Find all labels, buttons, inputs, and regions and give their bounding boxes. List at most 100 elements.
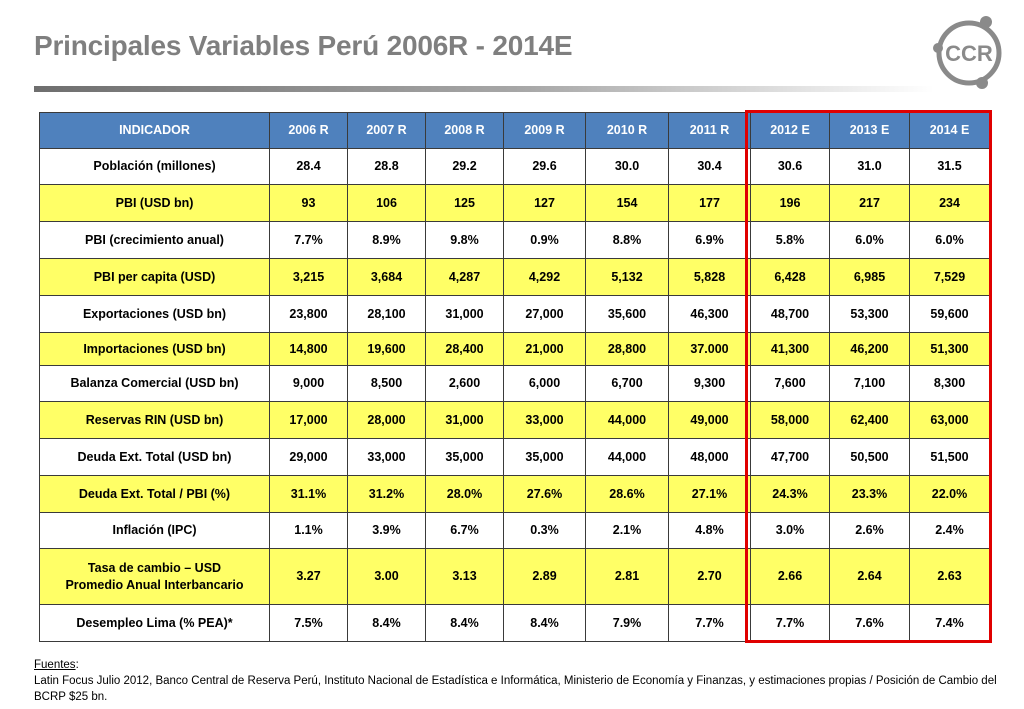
table-row: Deuda Ext. Total (USD bn) 29,000 33,000 35,… (39, 438, 990, 476)
row-label: Deuda Ext. Total / PBI (%) (39, 475, 270, 513)
table-cell: 7.7% (269, 221, 348, 259)
table-cell: 22.0% (909, 475, 990, 513)
table-cell: 35,000 (425, 438, 504, 476)
header-2013: 2013 E (829, 112, 910, 149)
page-title: Principales Variables Perú 2006R - 2014E (34, 30, 573, 61)
table-row: Reservas RIN (USD bn) 17,000 28,000 31,000 3… (39, 401, 990, 439)
table-cell: 27,000 (503, 295, 586, 333)
table-cell: 31.5 (909, 148, 990, 185)
table-cell: 3.00 (347, 548, 426, 605)
table-cell: 47,700 (750, 438, 830, 476)
row-label-text: PBI (crecimiento anual) (85, 232, 224, 247)
table-cell: 4,292 (503, 258, 586, 296)
table-cell: 14,800 (269, 332, 348, 366)
table-cell: 31,000 (425, 401, 504, 439)
table-cell: 51,300 (909, 332, 990, 366)
table-cell: 0.3% (503, 512, 586, 549)
table-cell: 27.1% (668, 475, 751, 513)
table-cell: 50,500 (829, 438, 910, 476)
table-cell: 31.1% (269, 475, 348, 513)
table-cell: 27.6% (503, 475, 586, 513)
table-row: Importaciones (USD bn) 14,800 19,600 28,400… (39, 332, 990, 366)
table-cell: 2,600 (425, 365, 504, 402)
table-row: Inflación (IPC) 1.1% 3.9% 6.7% 0.3% 2.1% 4.8% 3… (39, 512, 990, 549)
table-cell: 6.7% (425, 512, 504, 549)
header-2008: 2008 R (425, 112, 504, 149)
table-cell: 8.4% (503, 604, 586, 642)
table-cell: 33,000 (503, 401, 586, 439)
table-cell: 21,000 (503, 332, 586, 366)
table-cell: 234 (909, 184, 990, 222)
row-label-text: Deuda Ext. Total (USD bn) (77, 449, 232, 464)
row-label-text: Importaciones (USD bn) (83, 341, 226, 356)
row-label-text: Población (millones) (93, 159, 216, 173)
table-cell: 6.0% (829, 221, 910, 259)
table-row: Población (millones) 28.4 28.8 29.2 29.6 30.0… (39, 148, 990, 185)
table-cell: 8.9% (347, 221, 426, 259)
row-label-text: Inflación (IPC) (112, 523, 197, 537)
table-cell: 7.5% (269, 604, 348, 642)
table-cell: 44,000 (585, 438, 669, 476)
table-cell: 4,287 (425, 258, 504, 296)
table-cell: 9,000 (269, 365, 348, 402)
row-label-text: PBI per capita (USD) (93, 269, 216, 284)
table-cell: 7,600 (750, 365, 830, 402)
table-cell: 6.9% (668, 221, 751, 259)
table-cell: 2.64 (829, 548, 910, 605)
table-cell: 17,000 (269, 401, 348, 439)
table-cell: 1.1% (269, 512, 348, 549)
table-cell: 53,300 (829, 295, 910, 333)
table-cell: 7.7% (668, 604, 751, 642)
table-cell: 6,428 (750, 258, 830, 296)
table-row: PBI per capita (USD) 3,215 3,684 4,287 4,292… (39, 258, 990, 296)
table-cell: 41,300 (750, 332, 830, 366)
table-header-row: INDICADOR 2006 R 2007 R 2008 R 2009 R 20… (39, 112, 990, 149)
table-cell: 46,200 (829, 332, 910, 366)
table-cell: 7.7% (750, 604, 830, 642)
table-cell: 2.4% (909, 512, 990, 549)
table-cell: 125 (425, 184, 504, 222)
header-2014: 2014 E (909, 112, 990, 149)
table-cell: 2.89 (503, 548, 586, 605)
row-label: PBI per capita (USD) (39, 258, 270, 296)
title-underline (34, 86, 934, 92)
table-cell: 7,529 (909, 258, 990, 296)
table-cell: 8.4% (347, 604, 426, 642)
table-row: PBI (crecimiento anual) 7.7% 8.9% 9.8% 0.9% 8… (39, 221, 990, 259)
table-cell: 51,500 (909, 438, 990, 476)
table-cell: 48,700 (750, 295, 830, 333)
header-2010: 2010 R (585, 112, 669, 149)
table-cell: 106 (347, 184, 426, 222)
table-cell: 6,000 (503, 365, 586, 402)
header-2007: 2007 R (347, 112, 426, 149)
table-cell: 154 (585, 184, 669, 222)
table-cell: 28,400 (425, 332, 504, 366)
header-2006: 2006 R (269, 112, 348, 149)
table-cell: 62,400 (829, 401, 910, 439)
table-cell: 33,000 (347, 438, 426, 476)
row-label: Reservas RIN (USD bn) (39, 401, 270, 439)
row-label: Desempleo Lima (% PEA)* (39, 604, 270, 642)
table-cell: 30.0 (585, 148, 669, 185)
table-cell: 48,000 (668, 438, 751, 476)
table-cell: 2.1% (585, 512, 669, 549)
table-cell: 28.6% (585, 475, 669, 513)
row-label: Balanza Comercial (USD bn) (39, 365, 270, 402)
table-cell: 6,700 (585, 365, 669, 402)
table-cell: 28,100 (347, 295, 426, 333)
table-cell: 24.3% (750, 475, 830, 513)
table-cell: 7,100 (829, 365, 910, 402)
table-cell: 3.27 (269, 548, 348, 605)
table-cell: 35,000 (503, 438, 586, 476)
table-cell: 196 (750, 184, 830, 222)
table-cell: 19,600 (347, 332, 426, 366)
table-cell: 2.6% (829, 512, 910, 549)
table-cell: 6.0% (909, 221, 990, 259)
row-label-text: Deuda Ext. Total / PBI (%) (78, 486, 231, 501)
table-cell: 28.0% (425, 475, 504, 513)
table-cell: 58,000 (750, 401, 830, 439)
table-row: Balanza Comercial (USD bn) 9,000 8,500 2,60… (39, 365, 990, 402)
table-cell: 59,600 (909, 295, 990, 333)
table-cell: 35,600 (585, 295, 669, 333)
indicators-table: INDICADOR 2006 R 2007 R 2008 R 2009 R 20… (39, 112, 990, 642)
